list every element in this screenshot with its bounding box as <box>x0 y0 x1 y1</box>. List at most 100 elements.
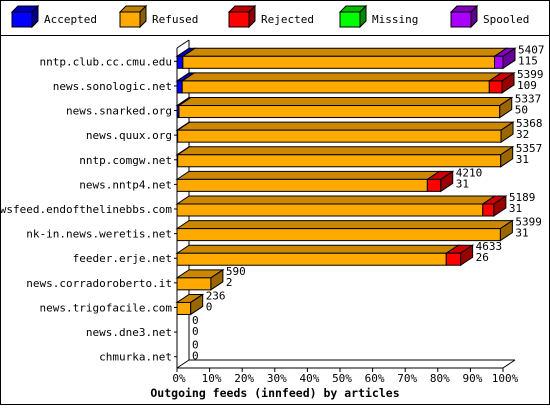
bar-front-spooled <box>494 55 504 69</box>
y-tick-label: nk-in.news.weretis.net <box>26 228 172 241</box>
bar-secondary-label: 26 <box>476 251 489 264</box>
bar-front-rejected <box>488 80 503 94</box>
legend-label-accepted: Accepted <box>44 13 97 26</box>
bar-front-refused <box>178 105 501 119</box>
legend-item-rejected: Rejected <box>227 4 314 29</box>
plot-area: 0% 10% 20% 30% 40% 50% 60% 70% 80% 90% 100% nntp.cl… <box>0 39 545 385</box>
bar-secondary-label: 109 <box>517 79 537 92</box>
x-tick-label: 10% <box>202 372 222 385</box>
bar-segment-refused <box>176 121 515 143</box>
bar-total-label: 4210 <box>456 166 483 179</box>
bar-segment-refused <box>180 72 503 94</box>
y-tick-label: news.corradoroberto.it <box>26 277 172 290</box>
bar-secondary-label: 50 <box>515 104 528 117</box>
legend-item-accepted: Accepted <box>10 4 97 29</box>
x-tick-label: 100% <box>492 372 519 385</box>
axis-line <box>176 359 190 369</box>
y-tick-label: nntp.comgw.net <box>79 154 172 167</box>
bar-total-label: 4633 <box>476 240 503 253</box>
bar-secondary-label: 31 <box>509 202 522 215</box>
bar-segment-refused <box>181 47 509 69</box>
bar-side-refused <box>190 293 204 316</box>
bar-side-refused <box>499 96 513 119</box>
bar-total-label: 5357 <box>516 142 543 155</box>
bar-secondary-label: 0 <box>192 325 199 338</box>
bar-top-refused <box>180 72 503 82</box>
axis-line <box>502 359 516 369</box>
bar-front-refused <box>176 228 501 242</box>
bar-side-rejected <box>440 170 454 193</box>
legend: Accepted Refused Rejected Missing Spooled <box>10 4 529 29</box>
y-tick-label: news.trigofacile.com <box>40 301 173 314</box>
bar-total-label: 5368 <box>516 117 543 130</box>
bar-side-refused <box>500 121 514 144</box>
bar-side-rejected <box>501 71 515 94</box>
bar-top-refused <box>181 47 509 57</box>
bar-top-refused <box>175 195 497 205</box>
chart-title: Outgoing feeds (innfeed) by articles <box>150 386 399 400</box>
y-tick-label: news.quux.org <box>86 129 172 142</box>
x-tick-label: 70% <box>397 372 417 385</box>
y-tick-label: news.sonologic.net <box>53 80 172 93</box>
bar-total-label: 5399 <box>517 68 544 81</box>
bar-total-label: 0 <box>192 339 199 352</box>
bar-segment-rejected <box>444 244 475 266</box>
y-tick-label: feeder.erje.net <box>73 252 172 265</box>
bar-front-refused <box>182 55 496 69</box>
bar-total-label: 5337 <box>515 93 542 106</box>
y-tick-label: chmurka.net <box>99 351 172 364</box>
bar-side-refused <box>500 145 514 168</box>
bar-front-refused <box>181 80 490 94</box>
bar-front-accepted <box>176 55 184 69</box>
bar-front-rejected <box>445 252 462 266</box>
legend-swatch-rejected <box>228 11 250 28</box>
bar-front-refused <box>176 178 428 192</box>
bar-front-rejected <box>482 203 495 217</box>
bar-front-refused <box>176 277 212 291</box>
bar-total-label: 0 <box>192 314 199 327</box>
y-tick-label: news.nntp4.net <box>79 178 172 191</box>
bar-secondary-label: 0 <box>192 350 199 363</box>
legend-label-missing: Missing <box>372 13 418 26</box>
legend-swatch-side-missing <box>359 4 367 29</box>
bar-side-refused <box>499 219 513 242</box>
x-tick-label: 20% <box>234 372 254 385</box>
bar-side-refused <box>210 268 224 291</box>
bar-secondary-label: 32 <box>516 128 529 141</box>
legend-swatch-spooled <box>450 11 472 28</box>
y-tick-label: news.dne3.net <box>86 326 172 339</box>
bar-front-refused <box>176 203 484 217</box>
legend-swatch-side-rejected <box>248 4 256 29</box>
bar-front-accepted <box>176 80 183 94</box>
legend-swatch-side-refused <box>139 4 147 29</box>
bar-secondary-label: 31 <box>515 227 528 240</box>
x-tick-label: 80% <box>430 372 450 385</box>
legend-item-missing: Missing <box>338 4 418 29</box>
legend-item-refused: Refused <box>118 4 198 29</box>
bar-top-refused <box>175 170 442 180</box>
bar-segment-refused <box>175 269 225 291</box>
bar-side-rejected <box>493 195 507 217</box>
axis-line <box>176 39 190 49</box>
bar-front-rejected <box>426 178 442 192</box>
bar-front-refused <box>177 154 502 168</box>
bar-top-refused <box>175 220 515 230</box>
bar-front-refused <box>177 129 502 143</box>
legend-swatch-side-spooled <box>470 4 478 29</box>
legend-swatch-side-accepted <box>31 4 39 29</box>
x-tick-label: 30% <box>267 372 287 385</box>
bar-secondary-label: 31 <box>456 177 469 190</box>
legend-label-rejected: Rejected <box>261 13 314 26</box>
bar-total-label: 236 <box>206 289 226 302</box>
bar-secondary-label: 115 <box>518 54 538 67</box>
x-tick-label: 90% <box>462 372 482 385</box>
bar-front-refused <box>176 301 192 315</box>
bar-top-refused <box>177 97 514 107</box>
y-tick-label: newsfeed.endofthelinebbs.com <box>0 203 172 216</box>
bar-total-label: 5399 <box>515 216 542 229</box>
y-tick-label: news.snarked.org <box>66 105 172 118</box>
bar-segment-refused <box>176 146 515 168</box>
bar-segment-refused <box>175 244 460 266</box>
